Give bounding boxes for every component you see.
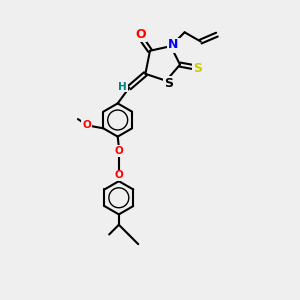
Text: O: O (136, 28, 146, 41)
Text: O: O (82, 120, 91, 130)
Text: H: H (118, 82, 127, 92)
Text: O: O (115, 146, 123, 156)
Text: S: S (164, 76, 173, 90)
Text: O: O (115, 170, 123, 180)
Text: N: N (168, 38, 179, 52)
Text: S: S (193, 61, 202, 75)
